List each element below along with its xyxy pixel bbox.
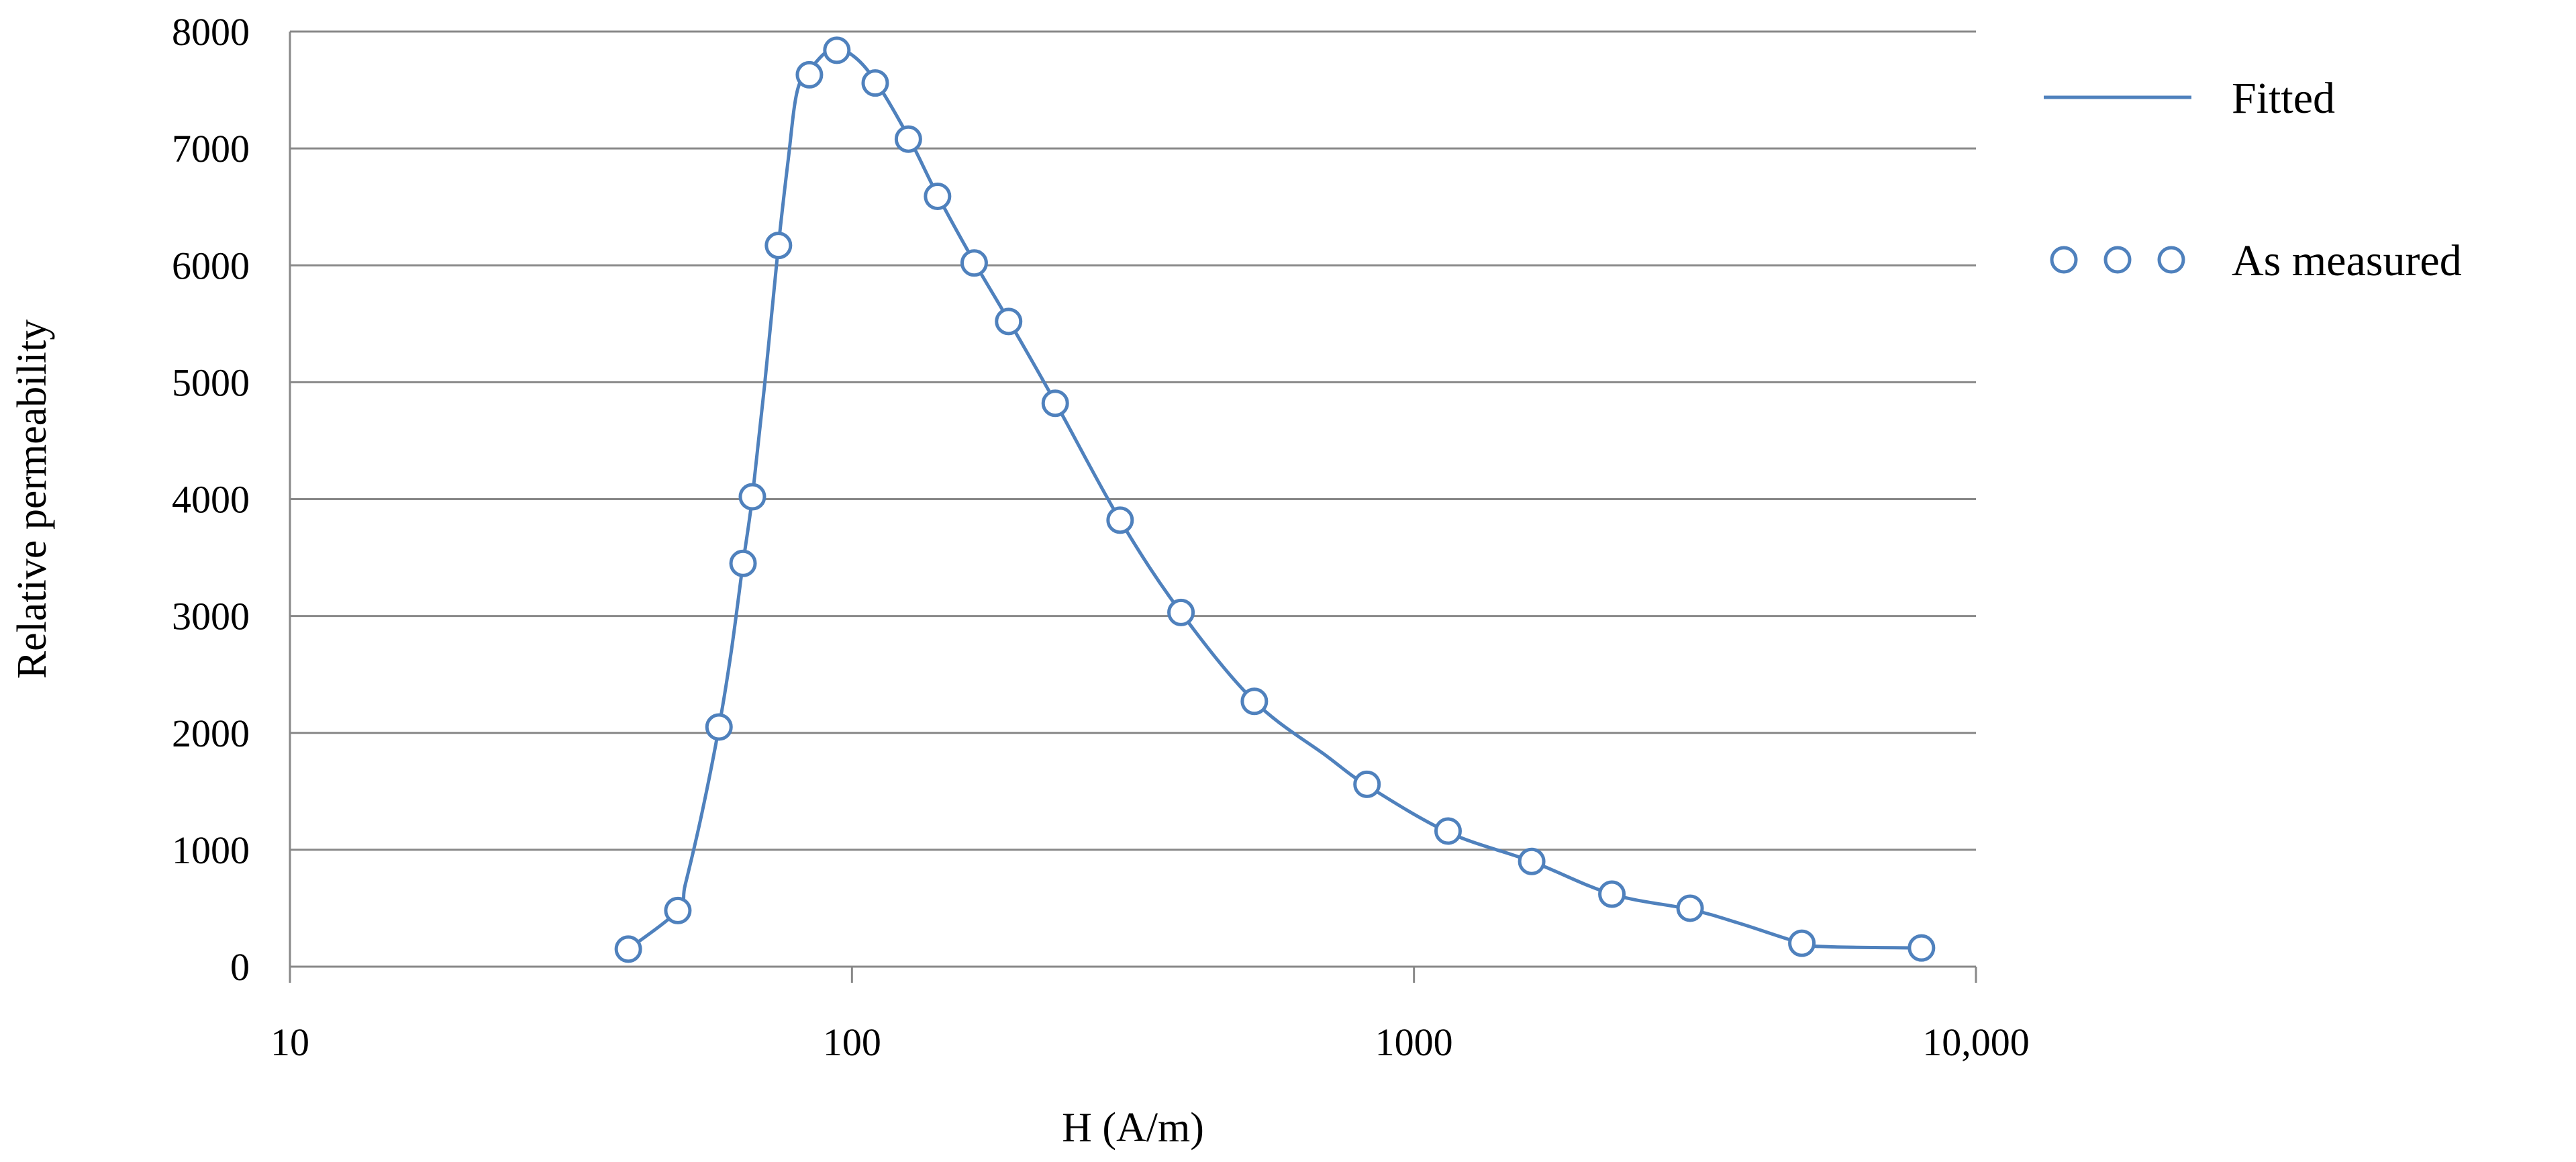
data-point-measured	[1041, 389, 1069, 418]
grid	[290, 30, 1976, 968]
legend-measured-swatch	[2050, 246, 2185, 274]
legend-fitted-label: Fitted	[2232, 74, 2335, 123]
data-point-measured	[1788, 929, 1816, 957]
data-point-measured	[1908, 934, 1936, 962]
legend-marker	[2157, 246, 2185, 274]
x-tick-label: 100	[823, 1020, 881, 1064]
data-point-measured	[795, 60, 824, 89]
data-point-measured	[705, 713, 733, 741]
data-point-measured	[1353, 770, 1381, 798]
legend-measured-label: As measured	[2232, 236, 2462, 285]
legend-marker	[2050, 246, 2078, 274]
data-point-measured	[614, 935, 642, 963]
y-tick-label: 8000	[172, 10, 250, 54]
data-point-measured	[1598, 880, 1626, 908]
data-point-measured	[1676, 894, 1704, 922]
legend-marker	[2103, 246, 2132, 274]
x-tick-label: 10	[270, 1020, 309, 1064]
legend: Fitted As measured	[2044, 74, 2462, 285]
plot-area	[614, 36, 1936, 963]
data-point-measured	[1106, 506, 1134, 534]
data-point-measured	[894, 125, 922, 153]
y-axis-title: Relative permeability	[9, 320, 55, 679]
x-tick-labels: 10 100 1000 10,000	[270, 1020, 2030, 1064]
y-tick-label: 5000	[172, 360, 250, 404]
y-tick-label: 0	[230, 945, 250, 989]
y-tick-label: 4000	[172, 478, 250, 522]
x-axis-title: H (A/m)	[1062, 1105, 1204, 1151]
y-tick-labels: 0 1000 2000 3000 4000 5000 6000 7000 8000	[172, 10, 250, 989]
data-point-measured	[1240, 687, 1269, 716]
data-point-measured	[1518, 847, 1546, 875]
data-point-measured	[764, 232, 793, 260]
y-tick-label: 6000	[172, 244, 250, 287]
y-tick-label: 1000	[172, 828, 250, 872]
data-point-measured	[738, 483, 766, 511]
data-point-measured	[729, 549, 757, 577]
data-point-measured	[664, 896, 692, 924]
y-tick-label: 7000	[172, 127, 250, 171]
data-point-measured	[995, 307, 1023, 336]
y-tick-label: 2000	[172, 712, 250, 755]
data-point-measured	[861, 69, 889, 97]
x-tick-label: 10,000	[1922, 1020, 2030, 1064]
y-tick-label: 3000	[172, 595, 250, 638]
data-point-measured	[823, 36, 851, 64]
x-tick-label: 1000	[1375, 1020, 1453, 1064]
data-point-measured	[960, 249, 988, 277]
data-point-measured	[1434, 817, 1462, 845]
data-point-measured	[1167, 598, 1195, 626]
data-point-measured	[924, 183, 952, 211]
axes	[289, 32, 1977, 983]
